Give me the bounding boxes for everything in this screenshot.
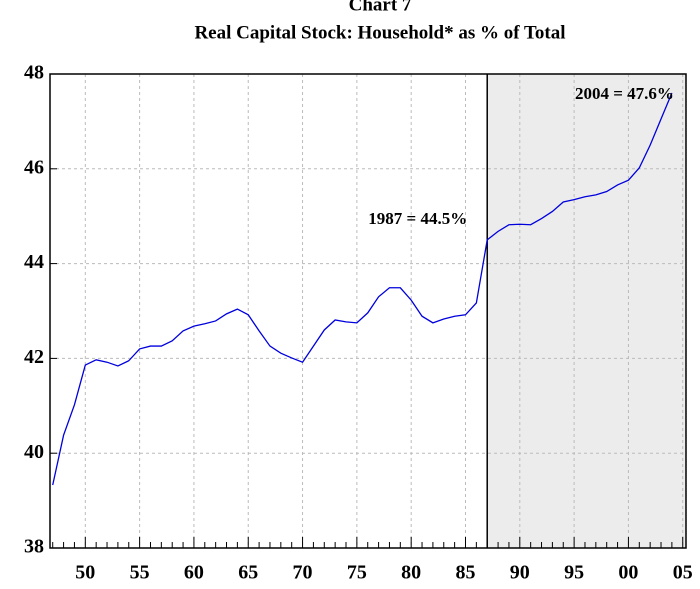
y-tick-label: 48 [24,62,44,84]
x-tick-label: 70 [293,562,313,584]
x-tick-label: 65 [238,562,258,584]
x-tick-label: 60 [184,562,204,584]
y-tick-label: 46 [24,156,44,178]
x-tick-label: 05 [673,562,693,584]
data-line [52,92,673,486]
chart-title-top: Chart 7 [349,0,412,15]
x-tick-label: 75 [347,562,367,584]
x-tick-label: 90 [510,562,530,584]
plot-frame [49,73,687,549]
x-tick-label: 85 [455,562,475,584]
y-tick-label: 40 [24,441,44,463]
x-tick-label: 95 [564,562,584,584]
annotation: 1987 = 44.5% [368,209,467,228]
y-tick-label: 42 [24,346,44,368]
x-tick-label: 80 [401,562,421,584]
shaded-region [487,74,686,548]
x-tick-label: 50 [75,562,95,584]
annotation: 2004 = 47.6% [575,84,674,103]
y-tick-label: 44 [24,251,44,273]
x-tick-label: 55 [130,562,150,584]
y-tick-label: 38 [24,536,44,558]
chart-title: Real Capital Stock: Household* as % of T… [194,22,565,43]
x-tick-label: 00 [618,562,638,584]
